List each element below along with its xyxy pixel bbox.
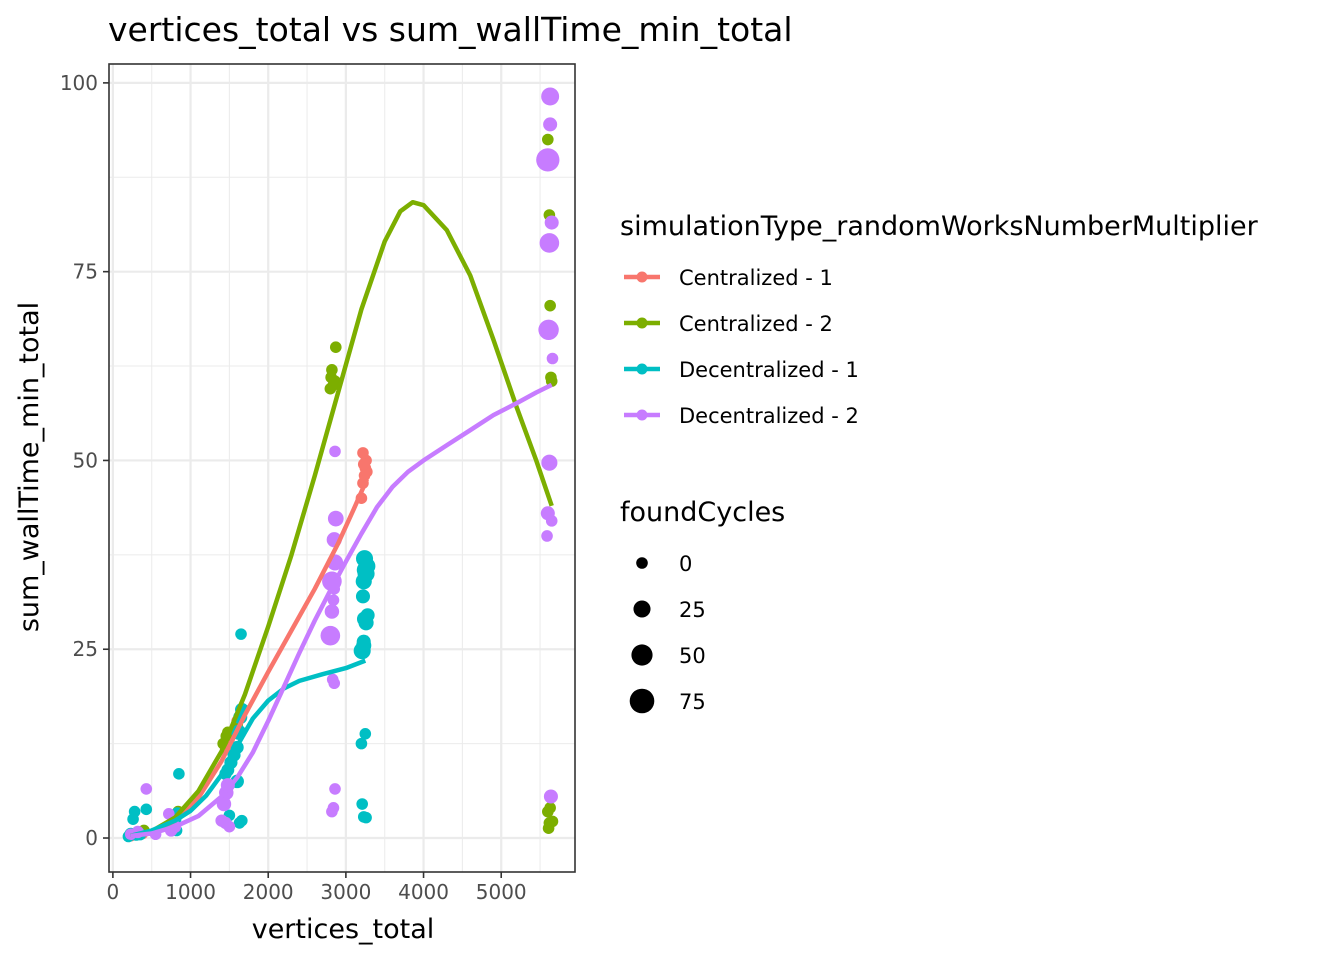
data-point-decentralized-2	[546, 352, 559, 365]
legend-label-centralized-1: Centralized - 1	[679, 266, 833, 290]
size-legend-circle	[631, 644, 653, 666]
x-tick-label: 0	[107, 880, 120, 904]
data-point-centralized-2	[329, 341, 342, 353]
x-axis: 0 1000 2000 3000 4000 5000	[107, 872, 527, 904]
data-point-decentralized-1	[140, 803, 153, 816]
grid-lines	[109, 64, 575, 872]
y-tick-label: 25	[73, 637, 98, 661]
data-point-decentralized-2	[163, 808, 175, 820]
panel-background	[109, 64, 575, 872]
smooth-line-decentralized-1	[130, 658, 367, 838]
legend-label-decentralized-1: Decentralized - 1	[679, 358, 859, 382]
smooth-line-decentralized-2	[130, 382, 553, 839]
legend-key-point-decentralized-1	[636, 363, 648, 375]
data-point-decentralized-1	[360, 608, 375, 623]
size-legend-keys: 0 25 50 75	[629, 552, 706, 714]
size-legend-title: foundCycles	[620, 497, 785, 528]
data-point-centralized-2	[329, 375, 341, 387]
data-point-decentralized-2	[324, 604, 340, 619]
legend-label-decentralized-2: Decentralized - 2	[679, 404, 859, 428]
data-point-decentralized-2	[223, 820, 236, 833]
chart-title: vertices_total vs sum_wallTime_min_total	[108, 10, 793, 49]
size-legend-circle	[633, 600, 651, 618]
data-point-decentralized-1	[359, 728, 372, 740]
color-legend-keys: Centralized - 1 Centralized - 2 Decentrali…	[624, 266, 859, 428]
y-tick-label: 0	[85, 826, 98, 850]
data-point-centralized-2	[546, 815, 559, 828]
plot-panel	[108, 63, 576, 873]
data-point-decentralized-2	[536, 148, 560, 172]
size-legend-label: 50	[679, 644, 706, 668]
x-tick-label: 5000	[476, 880, 527, 904]
data-point-centralized-1	[357, 458, 370, 471]
x-tick-label: 4000	[398, 880, 449, 904]
data-point-centralized-2	[544, 299, 556, 312]
size-legend-label: 25	[679, 598, 706, 622]
data-point-centralized-2	[542, 133, 554, 146]
legend-key-point-decentralized-2	[636, 409, 648, 421]
data-point-decentralized-2	[326, 805, 338, 818]
y-tick-label: 75	[73, 260, 98, 284]
legend: simulationType_randomWorksNumberMultipli…	[620, 211, 1259, 714]
color-legend-title: simulationType_randomWorksNumberMultipli…	[620, 211, 1259, 242]
data-point-decentralized-2	[538, 319, 559, 341]
size-legend-circle	[636, 557, 648, 569]
y-axis: 0 25 50 75 100	[60, 71, 109, 850]
data-point-decentralized-2	[140, 783, 153, 795]
data-point-decentralized-2	[320, 625, 341, 646]
x-tick-label: 2000	[243, 880, 294, 904]
data-point-decentralized-2	[327, 510, 344, 527]
data-point-decentralized-1	[356, 637, 372, 654]
data-point-decentralized-2	[329, 445, 341, 458]
size-legend-circle	[629, 688, 655, 714]
size-legend-label: 0	[679, 552, 692, 576]
data-point-decentralized-2	[329, 783, 341, 795]
data-point-decentralized-2	[328, 677, 341, 690]
data-point-decentralized-2	[541, 530, 553, 542]
data-point-centralized-2	[544, 802, 556, 814]
smooth-line-centralized-2	[130, 199, 554, 838]
legend-key-point-centralized-2	[636, 317, 648, 329]
size-legend-label: 75	[679, 690, 706, 714]
data-point-decentralized-2	[541, 87, 560, 106]
data-point-decentralized-1	[355, 589, 370, 604]
x-tick-label: 3000	[320, 880, 371, 904]
data-point-decentralized-1	[173, 768, 185, 780]
data-point-decentralized-1	[358, 557, 376, 575]
y-tick-label: 50	[73, 448, 98, 472]
data-point-decentralized-1	[355, 737, 368, 750]
data-point-decentralized-1	[235, 628, 247, 640]
data-point-decentralized-2	[545, 515, 558, 527]
legend-key-point-centralized-1	[636, 271, 648, 283]
data-point-decentralized-1	[355, 573, 372, 590]
data-point-decentralized-1	[360, 811, 372, 824]
data-point-decentralized-1	[128, 805, 141, 818]
x-axis-title: vertices_total	[252, 914, 435, 945]
data-point-decentralized-1	[236, 814, 248, 827]
data-point-decentralized-1	[356, 798, 368, 810]
data-point-decentralized-2	[327, 594, 340, 606]
x-tick-label: 1000	[165, 880, 216, 904]
legend-label-centralized-2: Centralized - 2	[679, 312, 833, 336]
data-point-decentralized-2	[541, 454, 558, 471]
data-point-centralized-1	[357, 447, 369, 459]
data-point-decentralized-2	[539, 233, 560, 253]
y-axis-title: sum_wallTime_min_total	[14, 302, 45, 632]
data-point-decentralized-2	[543, 117, 558, 132]
y-tick-label: 100	[60, 71, 98, 95]
data-point-decentralized-2	[543, 789, 558, 804]
smooth-lines	[130, 199, 554, 839]
panel-border	[108, 63, 576, 873]
data-point-centralized-2	[326, 364, 338, 376]
data-point-decentralized-2	[544, 215, 559, 230]
